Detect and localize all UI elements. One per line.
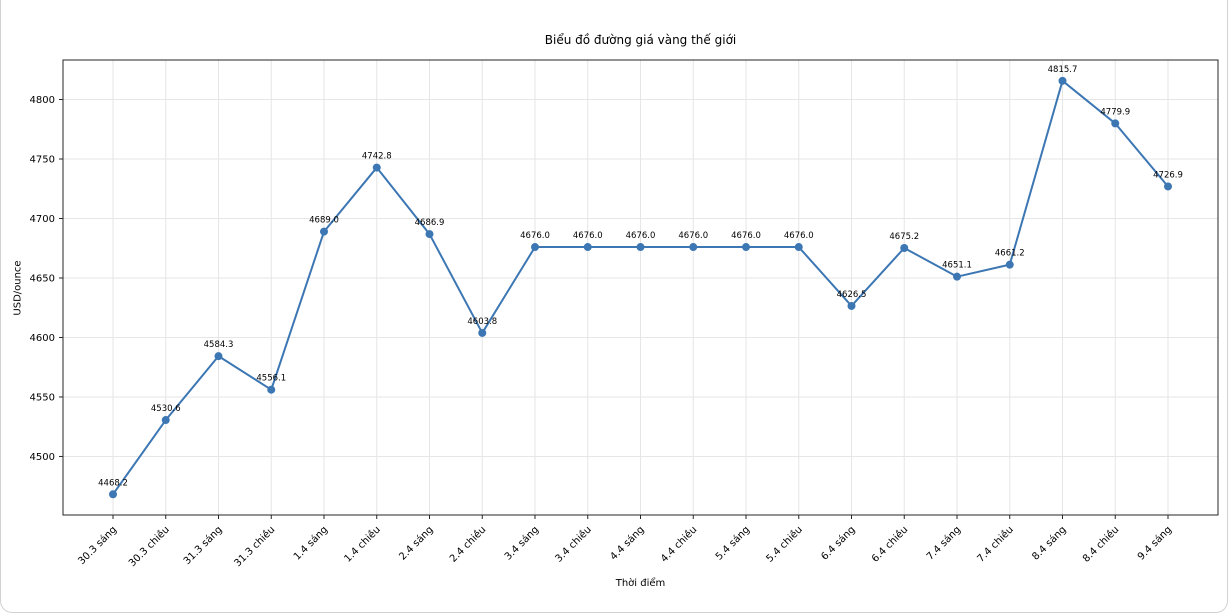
data-point-label: 4742.8 [362, 152, 392, 162]
data-point-label: 4689.0 [309, 216, 339, 226]
data-point-label: 4779.9 [1100, 107, 1130, 117]
chart-title: Biểu đồ đường giá vàng thế giới [544, 33, 737, 47]
data-point [425, 230, 434, 239]
data-point-label: 4676.0 [626, 231, 656, 241]
x-tick-label: 6.4 chiều [869, 524, 910, 565]
data-point-label: 4661.2 [995, 249, 1025, 259]
x-tick-label: 4.4 sáng [608, 524, 647, 563]
x-tick-label: 9.4 sáng [1135, 524, 1174, 563]
data-point-label: 4675.2 [889, 232, 919, 242]
y-tick-label: 4700 [30, 214, 55, 225]
data-point [372, 163, 381, 172]
x-tick-label: 1.4 chiều [342, 524, 383, 565]
data-point [689, 243, 698, 252]
y-tick-label: 4800 [30, 95, 55, 106]
x-tick-label: 8.4 chiều [1080, 524, 1121, 565]
x-tick-label: 3.4 sáng [502, 524, 541, 563]
x-tick-label: 2.4 sáng [397, 524, 436, 563]
x-axis-label: Thời điểm [615, 578, 666, 589]
data-point-label: 4815.7 [1048, 65, 1078, 75]
data-point-label: 4584.3 [204, 340, 234, 350]
x-tick-label: 31.3 sáng [181, 524, 224, 567]
data-point-label: 4676.0 [520, 231, 550, 241]
data-point [583, 243, 592, 252]
y-tick-label: 4600 [30, 333, 55, 344]
data-point [109, 490, 117, 499]
data-point [161, 416, 170, 425]
data-point-label: 4676.0 [784, 231, 814, 241]
x-tick-label: 7.4 chiều [975, 524, 1016, 565]
x-tick-label: 5.4 sáng [713, 524, 752, 563]
data-point [1058, 76, 1067, 85]
y-axis-label: USD/ounce [12, 260, 24, 316]
x-tick-label: 8.4 sáng [1030, 524, 1069, 563]
data-point [1111, 119, 1120, 128]
x-tick-label: 4.4 chiều [658, 524, 699, 565]
x-tick-label: 30.3 chiều [126, 524, 172, 570]
data-point [742, 243, 750, 252]
data-point [267, 385, 276, 394]
data-point-label: 4556.1 [256, 374, 286, 384]
data-point-label: 4530.6 [151, 404, 181, 414]
x-tick-label: 2.4 chiều [447, 524, 488, 565]
data-point [847, 301, 856, 310]
data-point-label: 4626.5 [837, 290, 867, 300]
data-point [1005, 260, 1014, 269]
data-point [478, 328, 487, 337]
x-tick-label: 6.4 sáng [819, 524, 858, 563]
data-point [636, 243, 645, 252]
x-tick-label: 7.4 sáng [924, 524, 963, 563]
y-tick-label: 4750 [30, 154, 55, 165]
data-point [531, 243, 539, 252]
y-tick-label: 4500 [30, 452, 55, 463]
data-point [900, 243, 909, 252]
data-point-label: 4468.2 [98, 478, 128, 488]
x-tick-label: 31.3 chiều [232, 524, 278, 570]
data-point-label: 4603.8 [467, 317, 497, 327]
data-point [794, 243, 803, 252]
x-tick-label: 5.4 chiều [764, 524, 805, 565]
data-point-label: 4651.1 [942, 261, 972, 271]
data-point-label: 4726.9 [1153, 170, 1183, 180]
data-point-label: 4676.0 [678, 231, 708, 241]
data-point [953, 272, 961, 281]
x-tick-label: 1.4 sáng [291, 524, 330, 563]
data-point-label: 4676.0 [731, 231, 761, 241]
data-point-label: 4676.0 [573, 231, 603, 241]
x-tick-label: 3.4 chiều [553, 524, 594, 565]
data-point [1164, 182, 1172, 191]
data-point [320, 227, 328, 236]
data-point-label: 4686.9 [415, 218, 445, 228]
y-tick-label: 4650 [30, 273, 55, 284]
x-tick-label: 30.3 sáng [76, 524, 119, 567]
y-tick-label: 4550 [30, 392, 55, 403]
data-point [214, 352, 223, 361]
